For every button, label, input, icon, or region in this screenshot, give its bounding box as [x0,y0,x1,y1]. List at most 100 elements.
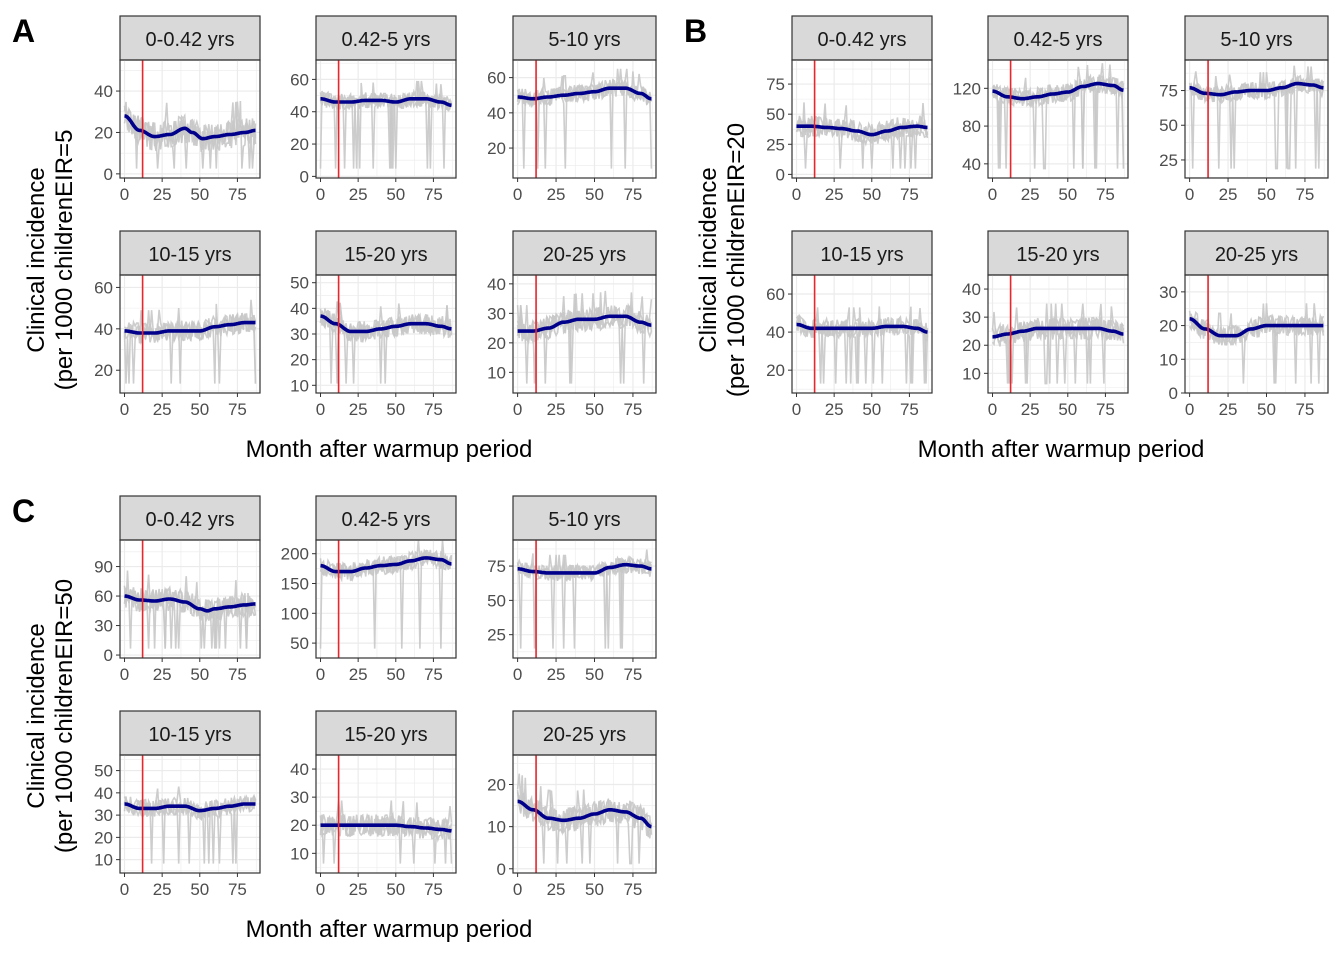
y-tick-label: 30 [487,304,506,323]
panel-border [315,539,457,659]
y-tick-label: 40 [94,320,113,339]
raw-series-group [991,63,1125,170]
raw-series-group [319,800,453,864]
facet-15-20-yrs-panel-A: 15-20 yrs 10 20 30 40 50 0 25 50 75 [290,230,457,419]
smooth-trend-line [124,802,256,813]
y-tick-label: 40 [962,155,981,174]
smooth-trend-line [1189,81,1324,97]
x-tick-label: 50 [386,400,405,419]
y-axis-label-line2: (per 1000 childrenEIR=5 [51,130,78,391]
x-tick-label: 75 [623,880,642,899]
facet-5-10-yrs-panel-C: 5-10 yrs 25 50 75 0 25 50 75 [487,495,657,684]
x-tick-label: 50 [190,665,209,684]
x-tick-label: 50 [190,880,209,899]
facet-10-15-yrs-panel-B: 10-15 yrs 20 40 60 0 25 50 75 [766,230,933,419]
facet-strip [1184,15,1329,61]
y-tick-label: 10 [1159,350,1178,369]
panel-border [119,59,261,179]
x-tick-label: 25 [349,185,368,204]
y-tick-label: 20 [290,816,309,835]
x-tick-label: 25 [547,665,566,684]
raw-series-group [516,290,653,384]
facet-title: 0.42-5 yrs [342,509,431,531]
x-tick-label: 75 [1295,185,1314,204]
y-axis-label-line1: Clinical incidence [23,623,50,808]
raw-series-group [795,306,929,384]
facet-title: 5-10 yrs [548,29,620,51]
x-tick-label: 25 [153,665,172,684]
panel-border [512,754,657,874]
x-tick-label: 0 [316,665,325,684]
x-tick-label: 50 [585,400,604,419]
x-tick-label: 50 [585,185,604,204]
y-axis-label-line1: Clinical incidence [23,167,50,352]
facet-title: 10-15 yrs [148,244,231,266]
raw-series-group [319,540,453,649]
x-tick-label: 0 [513,400,522,419]
y-tick-label: 40 [962,280,981,299]
x-tick-label: 75 [424,665,443,684]
x-tick-label: 75 [424,400,443,419]
facet-10-15-yrs-panel-C: 10-15 yrs 10 20 30 40 50 0 25 50 75 [94,710,261,899]
panel-label-B: B [684,13,707,49]
facet-strip [315,495,457,541]
smooth-trend-line [124,114,256,141]
y-tick-label: 30 [290,788,309,807]
x-tick-label: 0 [1185,185,1194,204]
facet-strip [119,710,261,756]
x-tick-label: 50 [386,665,405,684]
facet-20-25-yrs-panel-C: 20-25 yrs 0 10 20 0 25 50 75 [487,710,657,899]
y-tick-label: 0 [300,167,309,186]
x-tick-label: 0 [316,185,325,204]
panel-label-A: A [12,13,35,49]
x-tick-label: 75 [623,400,642,419]
y-tick-label: 60 [290,70,309,89]
x-tick-label: 25 [349,665,368,684]
raw-series-group [795,102,929,169]
facet-title: 5-10 yrs [548,509,620,531]
facet-strip [1184,230,1329,276]
facet-title: 15-20 yrs [1016,244,1099,266]
panel-border [315,754,457,874]
x-tick-label: 0 [988,185,997,204]
x-tick-label: 75 [424,185,443,204]
panel-border [1184,274,1329,394]
x-tick-label: 25 [825,400,844,419]
facet-strip [119,230,261,276]
panel-border [315,59,457,179]
y-tick-label: 40 [94,82,113,101]
raw-series-group [1188,65,1325,170]
y-tick-label: 75 [766,75,785,94]
y-tick-label: 20 [290,135,309,154]
x-tick-label: 0 [316,400,325,419]
panel-border [512,539,657,659]
y-tick-label: 40 [766,323,785,342]
x-tick-label: 75 [228,665,247,684]
x-tick-label: 0 [792,400,801,419]
raw-series-line [516,554,653,581]
x-tick-label: 75 [424,880,443,899]
facet-0-0-42-yrs-panel-A: 0-0.42 yrs 0 20 40 0 25 50 75 [94,15,261,204]
x-tick-label: 50 [862,400,881,419]
y-tick-label: 50 [487,591,506,610]
y-tick-label: 200 [281,545,309,564]
facet-strip [512,230,657,276]
panel-border [119,754,261,874]
x-tick-label: 0 [316,880,325,899]
x-tick-label: 0 [513,880,522,899]
y-tick-label: 30 [290,325,309,344]
raw-series-line [1188,303,1325,384]
y-tick-label: 10 [487,818,506,837]
x-tick-label: 50 [862,185,881,204]
x-tick-label: 25 [547,400,566,419]
facet-strip [512,495,657,541]
facet-title: 0.42-5 yrs [1014,29,1103,51]
x-tick-label: 25 [547,185,566,204]
x-tick-label: 75 [623,665,642,684]
y-tick-label: 10 [290,376,309,395]
facet-title: 15-20 yrs [344,724,427,746]
y-tick-label: 50 [290,274,309,293]
x-tick-label: 50 [1058,185,1077,204]
y-axis-label: Clinical incidence(per 1000 childrenEIR=… [695,123,750,397]
